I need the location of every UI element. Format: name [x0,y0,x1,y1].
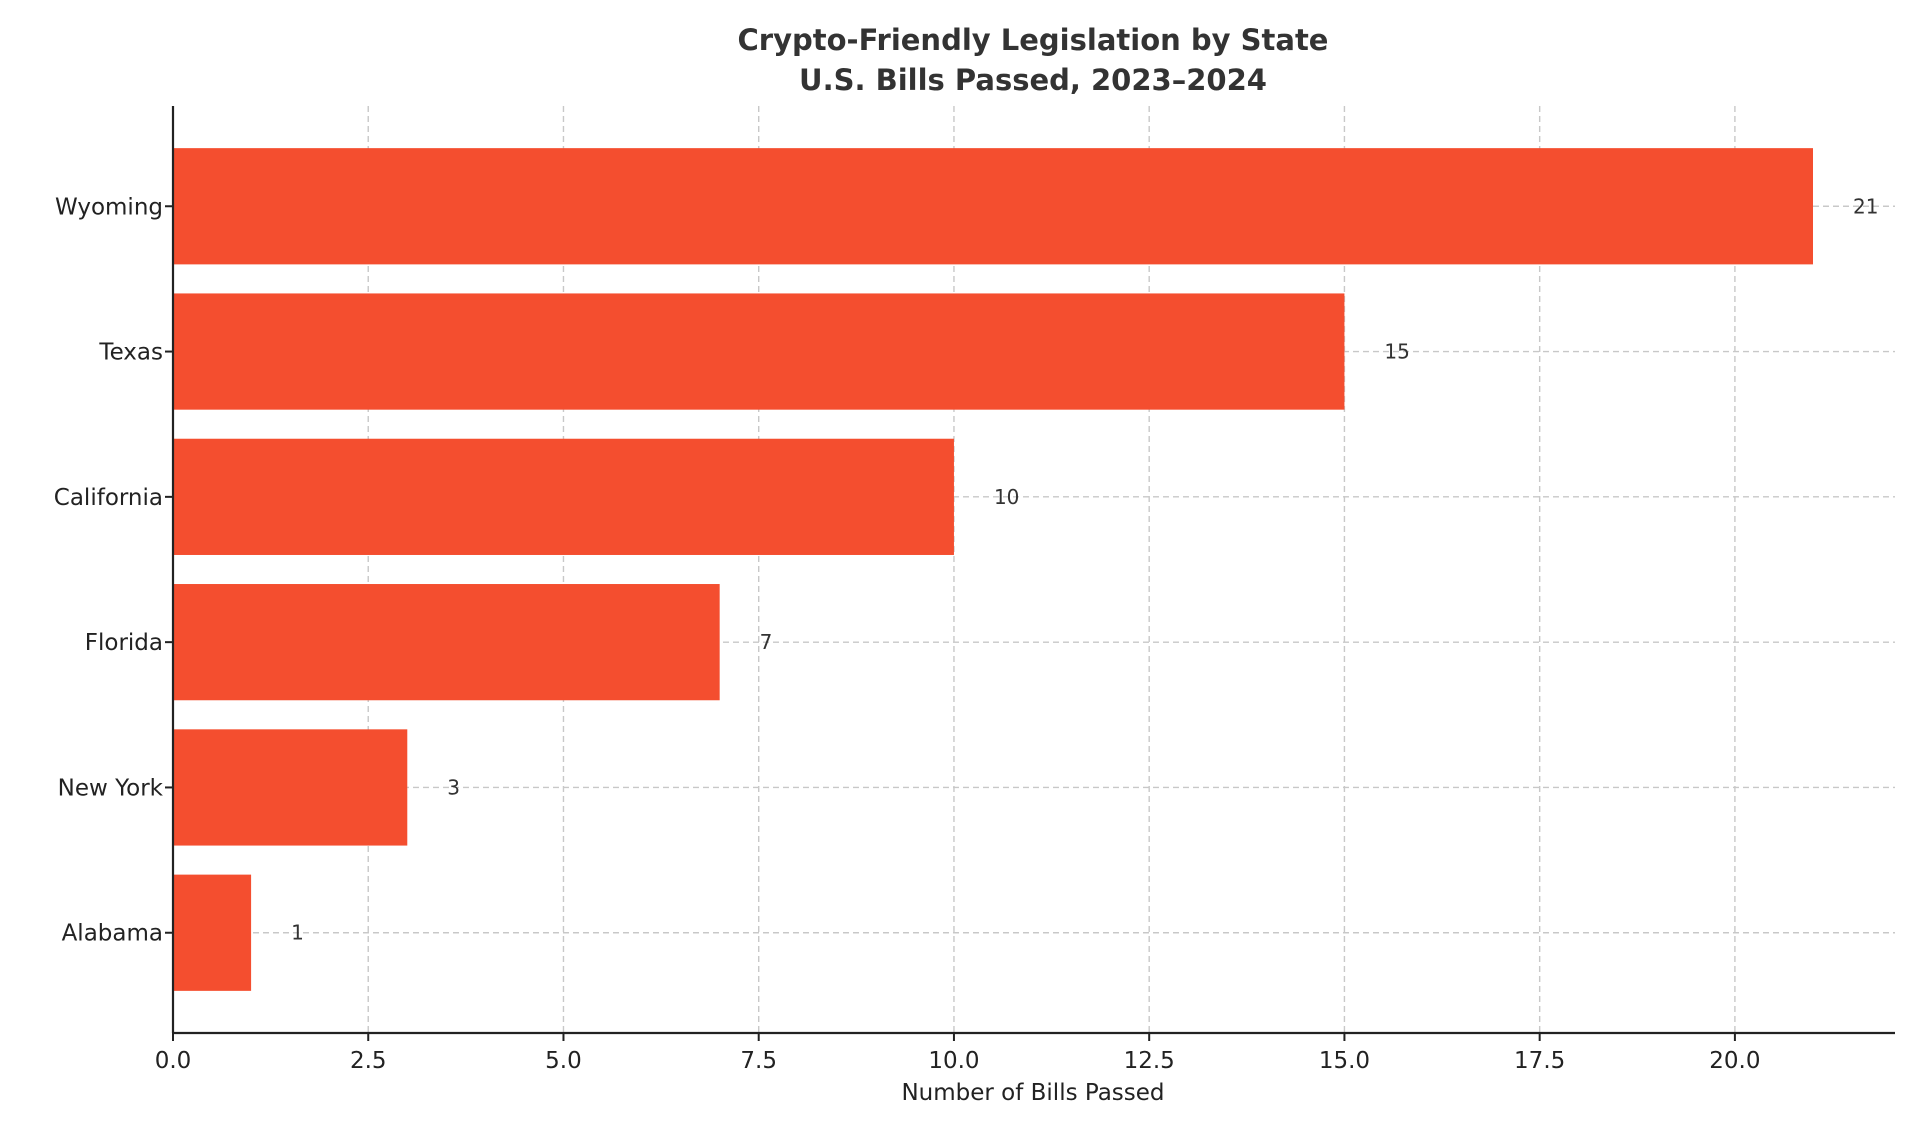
bar-florida [173,584,720,701]
x-tick-label: 17.5 [1514,1048,1565,1074]
y-tick-label: Florida [85,630,163,656]
x-tick-label: 15.0 [1319,1048,1370,1074]
data-label: 10 [994,485,1019,509]
x-axis-label: Number of Bills Passed [901,1080,1164,1106]
bars [173,148,1813,991]
y-tick-label: Texas [98,340,163,366]
x-tick-label: 5.0 [545,1048,582,1074]
x-tick-label: 20.0 [1709,1048,1760,1074]
bar-california [173,438,954,555]
chart-subtitle: U.S. Bills Passed, 2023–2024 [799,63,1267,97]
data-label: 7 [760,630,773,654]
x-tick-label: 0.0 [155,1048,192,1074]
chart-title: Crypto-Friendly Legislation by State [738,23,1329,57]
bar-wyoming [173,148,1813,265]
x-tick-label: 7.5 [740,1048,777,1074]
bar-new-york [173,729,408,846]
y-tick-label: California [54,485,163,511]
data-label: 1 [291,921,304,945]
y-tick-label: Alabama [62,921,163,947]
data-label: 21 [1853,194,1878,218]
y-tick-label: Wyoming [55,194,163,220]
x-tick-labels: 0.0 2.5 5.0 7.5 10.0 12.5 15.0 17.5 20.0 [155,1033,1761,1074]
data-label: 3 [447,775,460,799]
x-tick-label: 12.5 [1124,1048,1175,1074]
data-labels: 21 15 10 7 3 1 [291,194,1878,944]
bar-texas [173,293,1345,410]
bar-alabama [173,874,252,991]
x-tick-label: 2.5 [350,1048,387,1074]
y-tick-labels: Wyoming Texas California Florida New York Ala… [54,194,173,947]
data-label: 15 [1384,340,1409,364]
y-tick-label: New York [58,775,164,801]
x-tick-label: 10.0 [928,1048,979,1074]
